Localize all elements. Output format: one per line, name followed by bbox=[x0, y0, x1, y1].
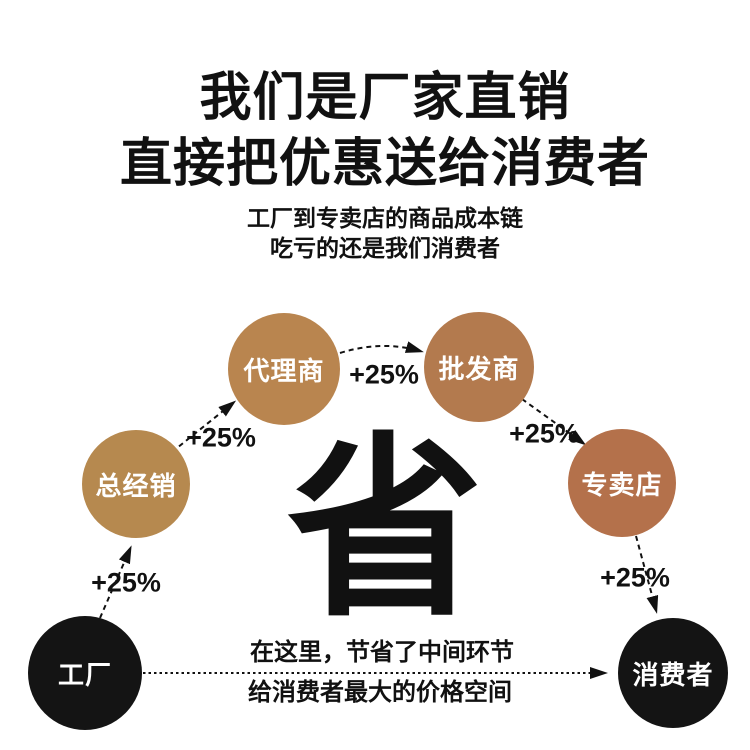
markup-label-1: +25% bbox=[91, 567, 161, 598]
footer-line2: 给消费者最大的价格空间 bbox=[248, 679, 512, 706]
headline-line1: 我们是厂家直销 bbox=[199, 69, 571, 127]
node-agent-label: 代理商 bbox=[243, 355, 325, 386]
node-agent: 代理商 bbox=[228, 313, 340, 425]
node-factory: 工厂 bbox=[28, 616, 142, 730]
node-wholesaler: 批发商 bbox=[424, 312, 534, 422]
markup-label-3: +25% bbox=[349, 359, 419, 390]
footer-line1: 在这里，节省了中间环节 bbox=[250, 639, 514, 666]
markup-label-2: +25% bbox=[186, 422, 256, 453]
node-general-distributor: 总经销 bbox=[82, 430, 190, 538]
markup-label-5: +25% bbox=[600, 562, 670, 593]
node-general-distributor-label: 总经销 bbox=[95, 470, 177, 501]
headline-line2: 直接把优惠送给消费者 bbox=[119, 135, 651, 193]
node-factory-label: 工厂 bbox=[57, 659, 112, 690]
arrow-agent-to-wholesaler bbox=[339, 341, 424, 354]
node-consumer: 消费者 bbox=[618, 618, 728, 728]
markup-label-4: +25% bbox=[509, 418, 579, 449]
subtitle-line2: 吃亏的还是我们消费者 bbox=[270, 235, 500, 261]
node-wholesaler-label: 批发商 bbox=[438, 353, 520, 384]
node-exclusive-store-label: 专卖店 bbox=[581, 469, 663, 500]
node-consumer-label: 消费者 bbox=[632, 659, 714, 690]
subtitle-line1: 工厂到专卖店的商品成本链 bbox=[247, 205, 523, 231]
save-character: 省 bbox=[286, 420, 484, 639]
node-exclusive-store: 专卖店 bbox=[568, 429, 676, 537]
